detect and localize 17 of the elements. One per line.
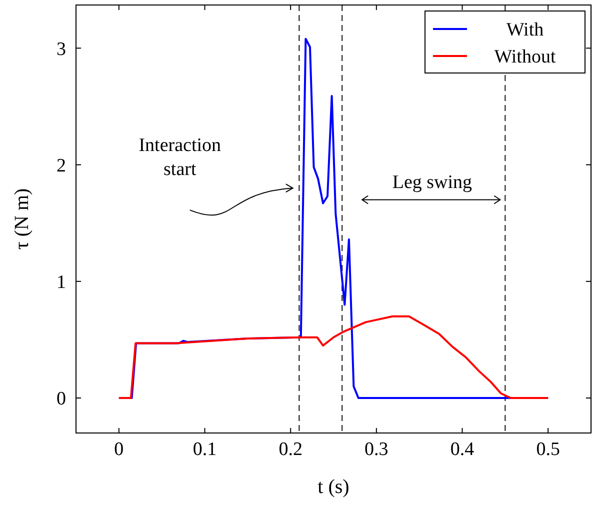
x-tick-label: 0.4 [450,439,475,460]
x-axis-title: t (s) [318,476,350,498]
y-tick-label: 2 [56,155,66,176]
line-series [118,315,550,400]
x-tick-label: 0.3 [364,439,388,460]
y-tick-label: 1 [56,272,66,294]
y-axis-title: τ (N m) [11,188,33,250]
y-tick-label: 0 [56,388,66,410]
x-tick-label: 0.5 [536,439,560,460]
y-tick-label: 3 [56,38,66,60]
legend-label: With [506,20,544,41]
annotation: Leg swing [392,172,473,193]
x-tick-label: 0.1 [192,439,217,460]
annotation: Interaction start [138,135,222,180]
x-tick-label: 0 [114,439,124,460]
legend-label: Without [494,46,556,68]
x-tick-label: 0.2 [278,439,302,460]
